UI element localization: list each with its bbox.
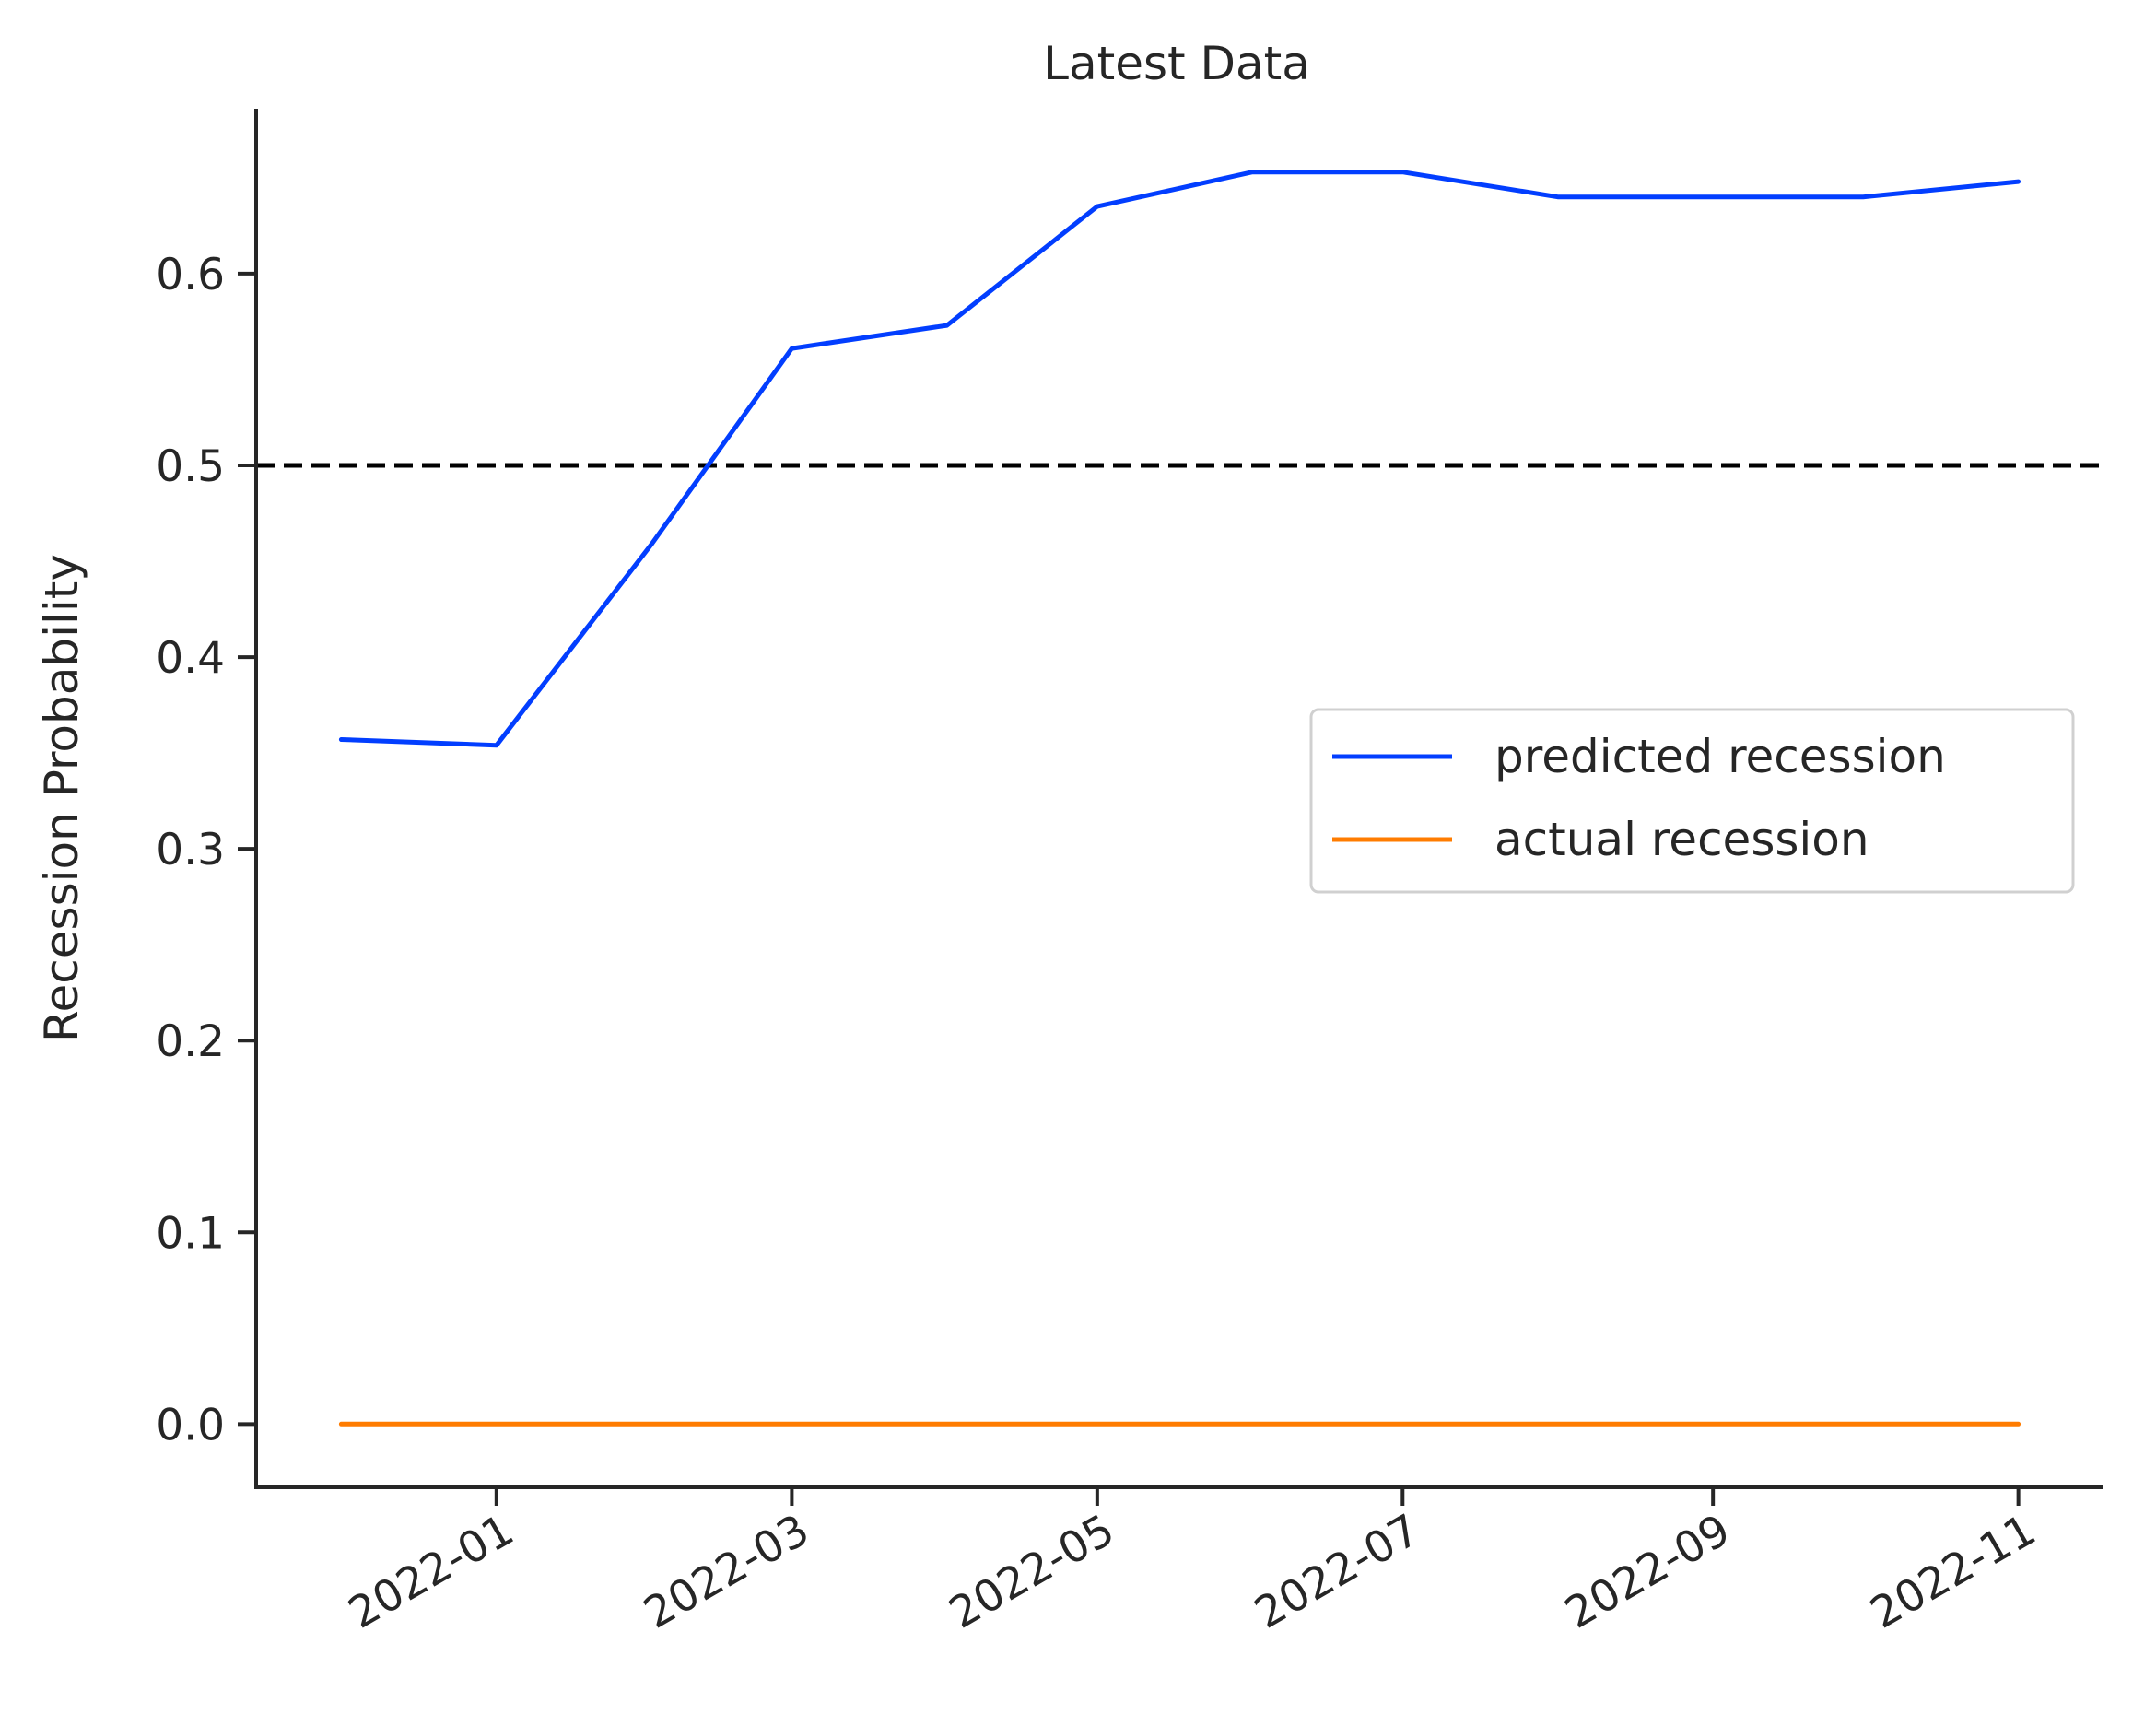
y-tick-label: 0.5 (156, 441, 225, 492)
y-tick-label: 0.6 (156, 250, 225, 300)
x-tick-label: 2022-11 (1862, 1505, 2045, 1639)
y-tick-label: 0.0 (156, 1400, 225, 1450)
y-tick-label: 0.4 (156, 633, 225, 684)
x-tick-label: 2022-07 (1247, 1505, 1429, 1639)
chart-title: Latest Data (1043, 37, 1310, 90)
legend-label-actual: actual recession (1494, 813, 1869, 866)
x-ticks: 2022-01 2022-03 2022-05 2022-07 2022-09 2022-… (340, 1487, 2045, 1639)
y-tick-label: 0.1 (156, 1208, 225, 1259)
y-ticks: 0.0 0.1 0.2 0.3 0.4 0.5 0.6 (156, 250, 256, 1450)
legend: predicted recession actual recession (1309, 708, 2075, 894)
x-tick-label: 2022-03 (636, 1505, 818, 1639)
legend-box (1309, 708, 2075, 894)
y-tick-label: 0.3 (156, 825, 225, 875)
y-axis-label: Recession Probability (35, 554, 88, 1042)
x-tick-label: 2022-09 (1557, 1505, 1740, 1639)
series-line-predicted (338, 170, 2021, 748)
legend-label-predicted: predicted recession (1494, 730, 1946, 783)
y-tick-label: 0.2 (156, 1016, 225, 1067)
plot-area (256, 170, 2103, 1427)
x-tick-label: 2022-01 (340, 1505, 522, 1639)
x-tick-label: 2022-05 (941, 1505, 1123, 1639)
